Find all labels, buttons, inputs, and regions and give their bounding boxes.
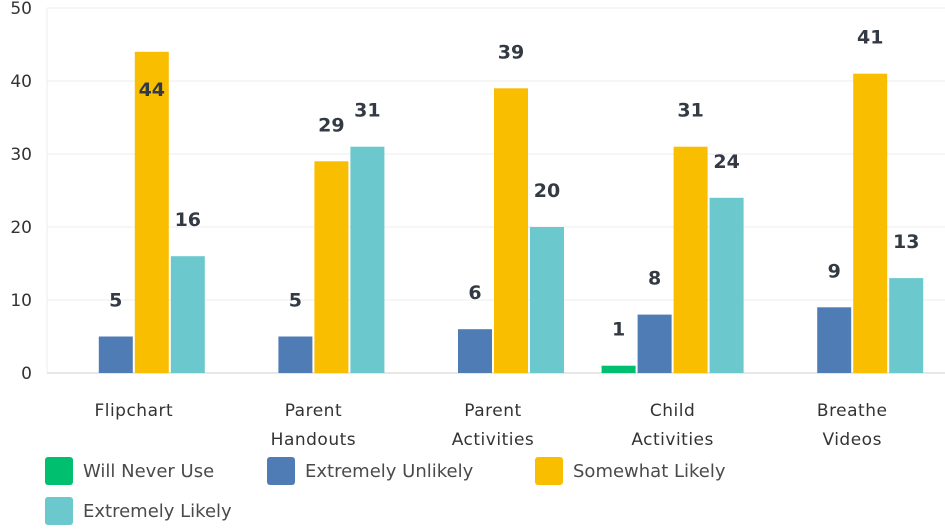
x-category-label: Parent (285, 401, 342, 421)
data-label: 24 (713, 151, 739, 173)
x-category-label: Activities (452, 430, 535, 450)
bar (458, 329, 492, 373)
data-label: 31 (354, 100, 380, 122)
legend-label: Somewhat Likely (573, 460, 726, 482)
data-label: 6 (468, 282, 481, 304)
x-axis-categories: Flipchart Parent Handouts Parent Activities C… (94, 401, 887, 450)
x-category-label: Parent (464, 401, 521, 421)
bar (601, 365, 636, 373)
legend-item: Extremely Unlikely (267, 456, 473, 486)
x-category-label: Child (650, 401, 695, 421)
data-label: 5 (109, 290, 122, 312)
bar (817, 307, 852, 373)
bar (889, 278, 924, 373)
legend-swatch (535, 457, 563, 485)
data-label: 20 (534, 180, 560, 202)
bar (637, 314, 672, 373)
bar (134, 51, 169, 374)
legend-swatch (45, 457, 73, 485)
bar-chart: 0 10 20 30 40 50 5 44 16 5 29 31 6 39 20 1 8 31 24 9 41 13 F… (10, 0, 945, 450)
y-tick-label: 40 (10, 72, 32, 92)
legend-item: Will Never Use (45, 456, 214, 486)
x-category-label: Handouts (271, 430, 356, 450)
bar (98, 336, 133, 373)
y-tick-label: 0 (21, 364, 32, 384)
data-label: 8 (648, 268, 661, 290)
data-label: 1 (612, 319, 625, 341)
bars (98, 51, 924, 374)
data-label: 13 (893, 231, 919, 253)
bar (853, 73, 888, 373)
legend-item: Somewhat Likely (535, 456, 726, 486)
bar (350, 146, 385, 373)
x-category-label: Activities (631, 430, 714, 450)
bar (278, 336, 313, 373)
data-label: 29 (318, 114, 344, 136)
data-labels: 5 44 16 5 29 31 6 39 20 1 8 31 24 9 41 13 (109, 27, 919, 341)
legend-label: Will Never Use (83, 460, 215, 482)
legend-label: Extremely Unlikely (305, 460, 474, 482)
y-tick-label: 10 (10, 291, 32, 311)
legend-swatch (267, 457, 295, 485)
y-axis-ticks: 0 10 20 30 40 50 (10, 0, 32, 384)
data-label: 41 (857, 27, 883, 49)
data-label: 39 (498, 41, 524, 63)
data-label: 31 (677, 100, 703, 122)
y-tick-label: 30 (10, 145, 32, 165)
bar (673, 146, 708, 373)
y-tick-label: 20 (10, 218, 32, 238)
data-label: 16 (175, 209, 201, 231)
bar (709, 197, 744, 373)
legend-label: Extremely Likely (83, 500, 232, 522)
data-label: 9 (828, 260, 841, 282)
bar (314, 161, 349, 373)
data-label: 5 (289, 290, 302, 312)
x-category-label: Flipchart (94, 401, 173, 421)
bar (170, 256, 205, 373)
y-tick-label: 50 (10, 0, 32, 19)
data-label: 44 (139, 79, 165, 101)
x-category-label: Videos (822, 430, 882, 450)
legend-swatch (45, 497, 73, 525)
bar (530, 227, 564, 373)
legend-item: Extremely Likely (45, 496, 232, 526)
bar (494, 88, 528, 374)
x-category-label: Breathe (817, 401, 888, 421)
